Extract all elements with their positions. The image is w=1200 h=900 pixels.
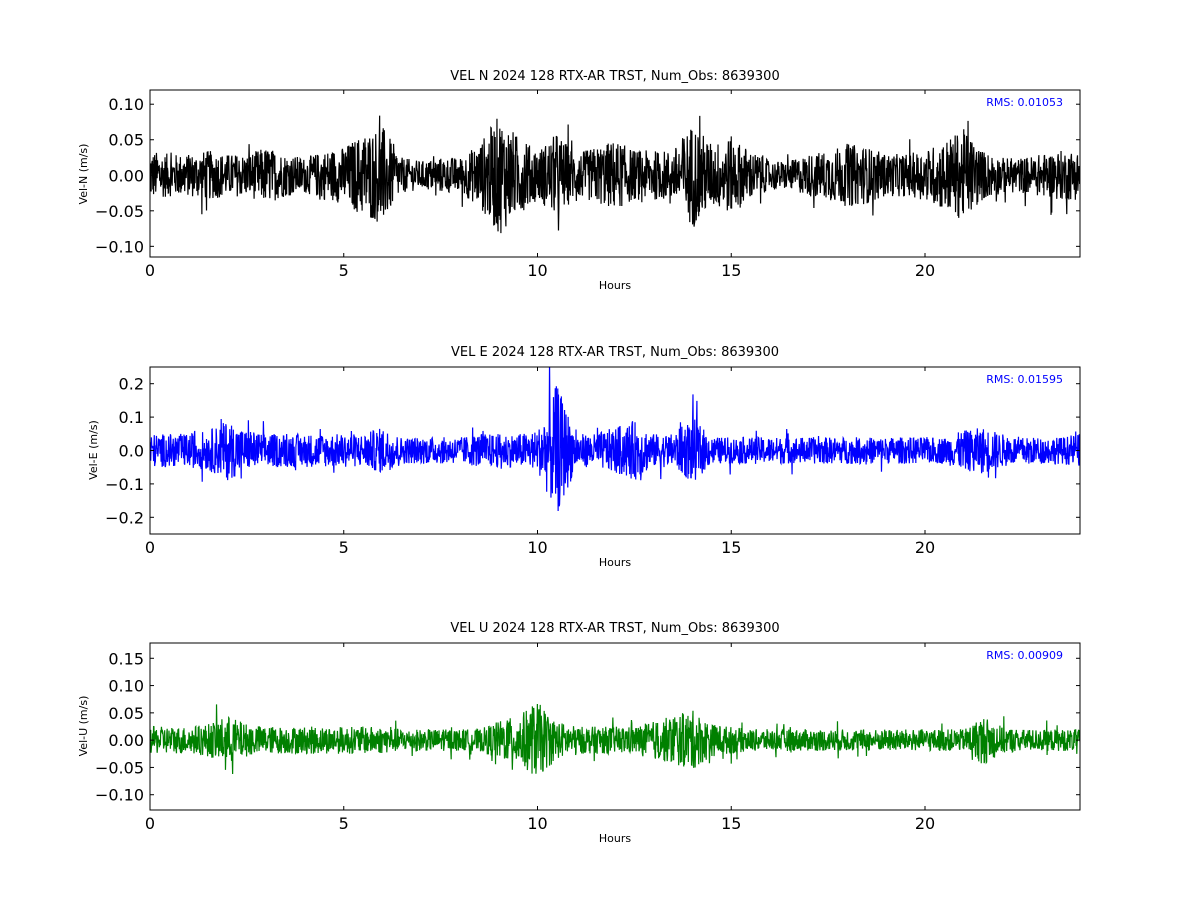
y-axis-label: Vel-N (m/s): [77, 144, 90, 205]
y-tick-label: −0.10: [95, 786, 144, 805]
y-tick-label: −0.1: [105, 475, 144, 494]
y-axis-label: Vel-U (m/s): [77, 696, 90, 757]
x-axis-label: Hours: [599, 279, 631, 292]
y-tick-label: 0.00: [108, 731, 144, 750]
tick-layer: 0 5 10 15 20 −0.2 −0.1 0.0 0.1 0.2: [105, 367, 1080, 557]
x-tick-label: 15: [721, 814, 741, 833]
x-tick-label: 15: [721, 261, 741, 280]
axes-frame: [149, 642, 1081, 811]
y-tick-label: 0.2: [119, 375, 144, 394]
panel-vel-n: VEL N 2024 128 RTX-AR TRST, Num_Obs: 863…: [77, 69, 1081, 292]
axes-frame: [149, 89, 1081, 258]
x-tick-label: 20: [915, 814, 935, 833]
velocity-series-line: [150, 703, 1080, 775]
y-axis-label: Vel-E (m/s): [87, 420, 100, 480]
panel-title: VEL U 2024 128 RTX-AR TRST, Num_Obs: 863…: [450, 621, 779, 636]
x-tick-label: 15: [721, 538, 741, 557]
y-tick-label: −0.2: [105, 508, 144, 527]
panel-title: VEL N 2024 128 RTX-AR TRST, Num_Obs: 863…: [450, 69, 779, 84]
x-axis-label: Hours: [599, 832, 631, 845]
x-axis-label: Hours: [599, 556, 631, 569]
rms-annotation: RMS: 0.01595: [986, 373, 1063, 386]
velocity-series-line: [150, 115, 1080, 234]
y-tick-label: 0.15: [108, 649, 144, 668]
panel-vel-u: VEL U 2024 128 RTX-AR TRST, Num_Obs: 863…: [77, 621, 1081, 845]
series-layer: [150, 115, 1080, 234]
y-tick-label: 0.00: [108, 166, 144, 185]
panel-title: VEL E 2024 128 RTX-AR TRST, Num_Obs: 863…: [451, 345, 779, 360]
series-layer: [150, 367, 1080, 511]
y-tick-label: −0.10: [95, 237, 144, 256]
x-tick-label: 5: [339, 814, 349, 833]
y-tick-label: 0.0: [119, 442, 144, 461]
tick-layer: 0 5 10 15 20 −0.10 −0.05 0.00 0.05 0.10: [95, 90, 1080, 280]
rms-annotation: RMS: 0.01053: [986, 96, 1063, 109]
y-tick-label: 0.1: [119, 408, 144, 427]
y-tick-label: −0.05: [95, 202, 144, 221]
x-tick-label: 0: [145, 261, 155, 280]
y-tick-label: 0.10: [108, 677, 144, 696]
tick-layer: 0 5 10 15 20 −0.10 −0.05 0.00 0.05 0.10 0.15: [95, 643, 1080, 833]
x-tick-label: 10: [527, 538, 547, 557]
y-tick-label: 0.05: [108, 131, 144, 150]
y-tick-label: 0.10: [108, 95, 144, 114]
x-tick-label: 10: [527, 814, 547, 833]
panel-vel-e: VEL E 2024 128 RTX-AR TRST, Num_Obs: 863…: [87, 345, 1081, 569]
y-tick-label: −0.05: [95, 758, 144, 777]
x-tick-label: 0: [145, 538, 155, 557]
x-tick-label: 5: [339, 261, 349, 280]
series-layer: [150, 703, 1080, 775]
x-tick-label: 20: [915, 538, 935, 557]
x-tick-label: 20: [915, 261, 935, 280]
x-tick-label: 5: [339, 538, 349, 557]
rms-annotation: RMS: 0.00909: [986, 649, 1063, 662]
velocity-series-line: [150, 367, 1080, 511]
y-tick-label: 0.05: [108, 704, 144, 723]
x-tick-label: 0: [145, 814, 155, 833]
x-tick-label: 10: [527, 261, 547, 280]
